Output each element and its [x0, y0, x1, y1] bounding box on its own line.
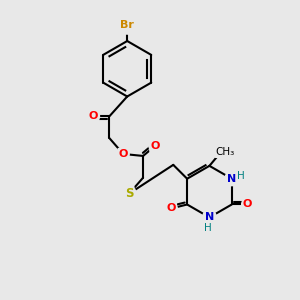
Circle shape — [165, 202, 177, 214]
Circle shape — [119, 17, 135, 33]
Text: O: O — [89, 111, 98, 121]
Circle shape — [118, 16, 136, 34]
Text: N: N — [227, 174, 236, 184]
Circle shape — [122, 187, 136, 200]
Circle shape — [242, 199, 254, 210]
Text: CH₃: CH₃ — [216, 147, 235, 157]
Text: O: O — [167, 203, 176, 214]
Circle shape — [88, 110, 100, 122]
Text: H: H — [237, 171, 244, 181]
Text: Br: Br — [120, 20, 134, 30]
Circle shape — [149, 140, 161, 152]
Text: O: O — [118, 149, 128, 159]
Text: H: H — [204, 223, 211, 233]
Circle shape — [202, 210, 216, 224]
Text: Br: Br — [120, 20, 134, 30]
Text: N: N — [205, 212, 214, 222]
Text: O: O — [243, 200, 252, 209]
Text: O: O — [150, 141, 160, 151]
Circle shape — [117, 148, 129, 160]
Text: S: S — [125, 187, 134, 200]
Circle shape — [225, 172, 239, 186]
Circle shape — [216, 143, 234, 161]
